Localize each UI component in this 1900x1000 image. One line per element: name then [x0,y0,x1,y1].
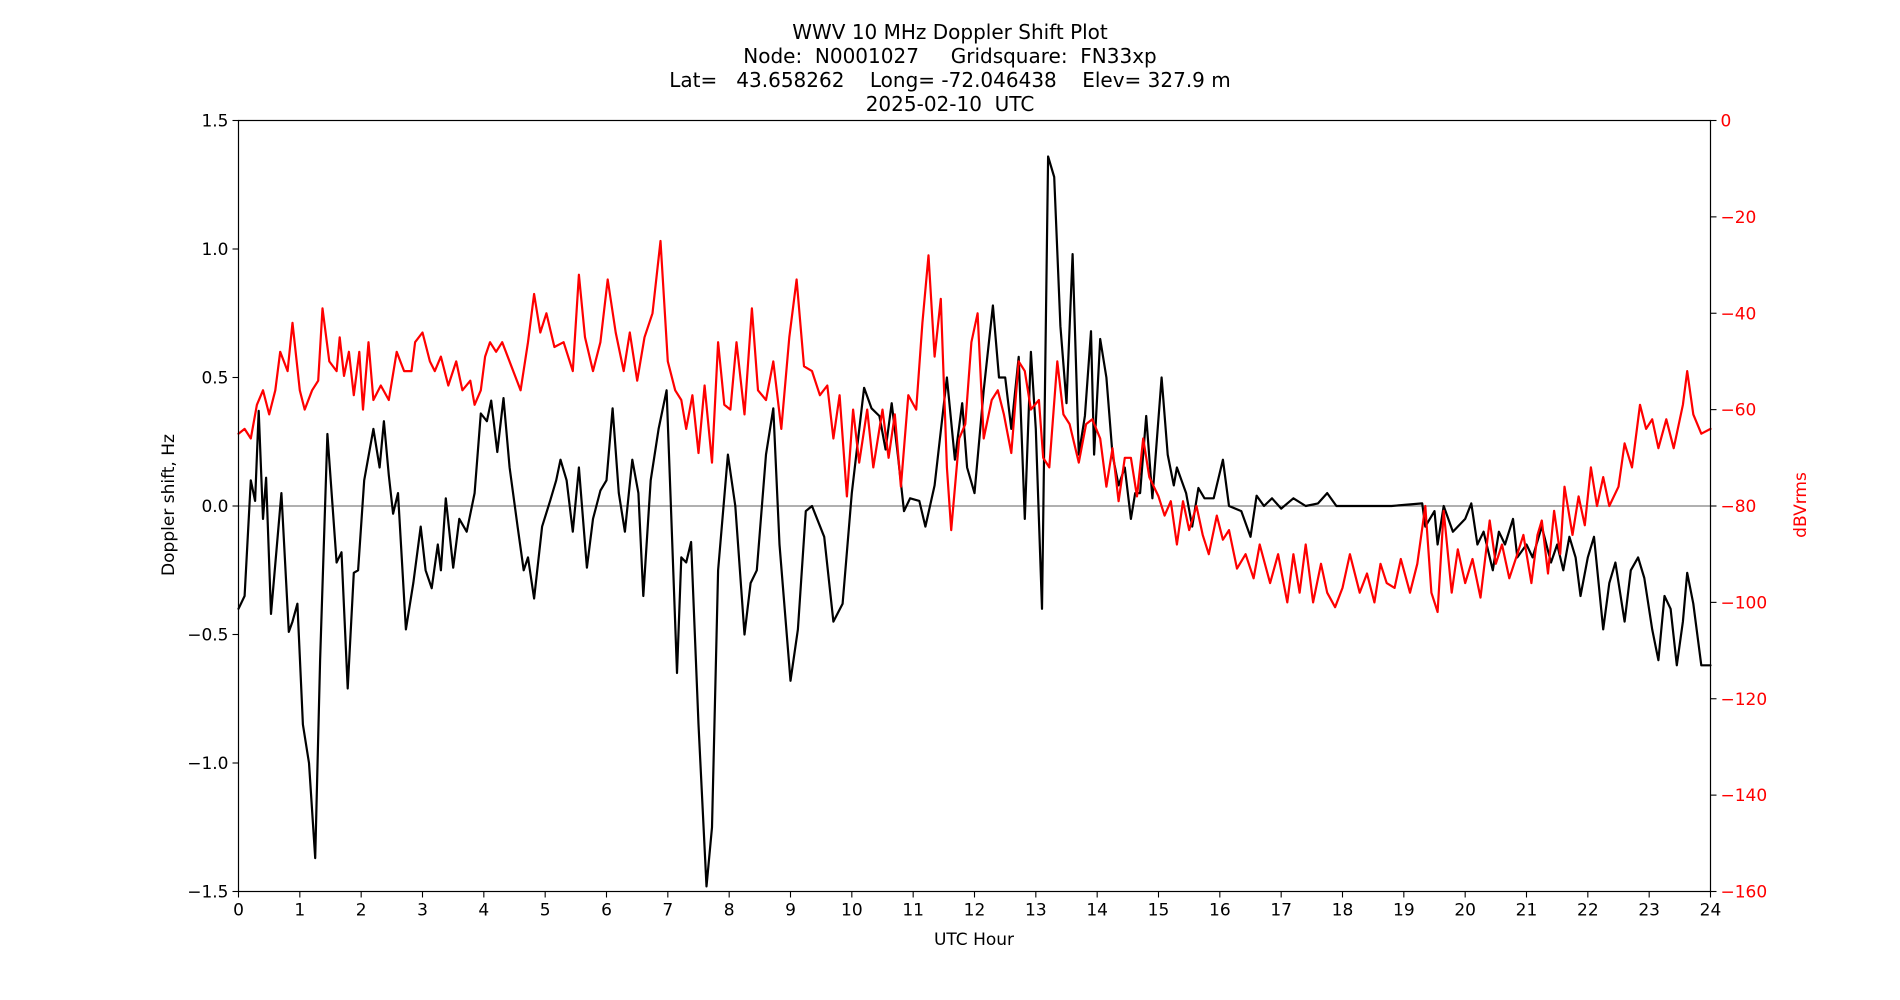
y2-tick-label: −80 [1721,497,1757,517]
x-tick-label: 8 [724,901,735,921]
x-axis-ticks: 0 1 2 3 4 5 6 7 8 9 10 11 12 13 14 15 16 17 18 19 20 21 22 23 24 [233,891,1722,921]
x-tick-label: 10 [841,901,863,921]
x-tick-label: 6 [601,901,612,921]
y2-tick-label: −100 [1721,593,1768,613]
chart-subtitle-node: Node: N0001027 Gridsquare: FN33xp [743,44,1157,68]
y-tick-label: −1.0 [187,754,228,774]
y2-tick-label: −160 [1721,883,1768,903]
x-tick-label: 20 [1454,901,1476,921]
y-tick-label: 0.5 [201,369,228,389]
y-tick-label: 0.0 [201,497,228,517]
y2-tick-label: −40 [1721,304,1757,324]
x-tick-label: 17 [1270,901,1292,921]
x-tick-label: 9 [785,901,796,921]
x-tick-label: 2 [356,901,367,921]
doppler-shift-line [237,155,1712,888]
y2-tick-label: −60 [1721,401,1757,421]
x-tick-label: 3 [417,901,428,921]
y-axis-left-ticks: −1.5 −1.0 −0.5 0.0 0.5 1.0 1.5 [187,112,239,903]
y-axis-right-ticks: 0 −20 −40 −60 −80 −100 −120 −140 −160 [1710,112,1768,903]
x-tick-label: 18 [1332,901,1354,921]
y-tick-label: 1.5 [201,112,228,132]
y-tick-label: −0.5 [187,626,228,646]
y2-tick-label: −20 [1721,208,1757,228]
y-axis-left-label: Doppler shift, Hz [159,434,179,576]
y-tick-label: −1.5 [187,883,228,903]
x-tick-label: 19 [1393,901,1415,921]
y-axis-right-label: dBVrms [1791,472,1811,538]
y-tick-label: 1.0 [201,240,228,260]
x-axis-label: UTC Hour [934,930,1014,950]
x-tick-label: 21 [1516,901,1538,921]
chart-title-block: WWV 10 MHz Doppler Shift Plot Node: N000… [0,20,1900,116]
x-tick-label: 12 [964,901,986,921]
x-tick-label: 24 [1700,901,1722,921]
x-tick-label: 11 [902,901,924,921]
y2-tick-label: −120 [1721,690,1768,710]
x-tick-label: 0 [233,901,244,921]
x-tick-label: 5 [540,901,551,921]
x-tick-label: 16 [1209,901,1231,921]
y2-tick-label: 0 [1721,112,1732,132]
x-tick-label: 14 [1086,901,1108,921]
chart-subtitle-location: Lat= 43.658262 Long= -72.046438 Elev= 32… [669,68,1231,92]
x-tick-label: 23 [1638,901,1660,921]
x-tick-label: 13 [1025,901,1047,921]
chart-subtitle-date: 2025-02-10 UTC [865,92,1035,116]
y2-tick-label: −140 [1721,786,1768,806]
chart-title: WWV 10 MHz Doppler Shift Plot [792,20,1108,44]
x-tick-label: 4 [478,901,489,921]
x-tick-label: 7 [662,901,673,921]
x-tick-label: 1 [294,901,305,921]
x-tick-label: 15 [1148,901,1170,921]
signal-level-line [237,239,1712,614]
series-layer [237,155,1712,888]
x-tick-label: 22 [1577,901,1599,921]
